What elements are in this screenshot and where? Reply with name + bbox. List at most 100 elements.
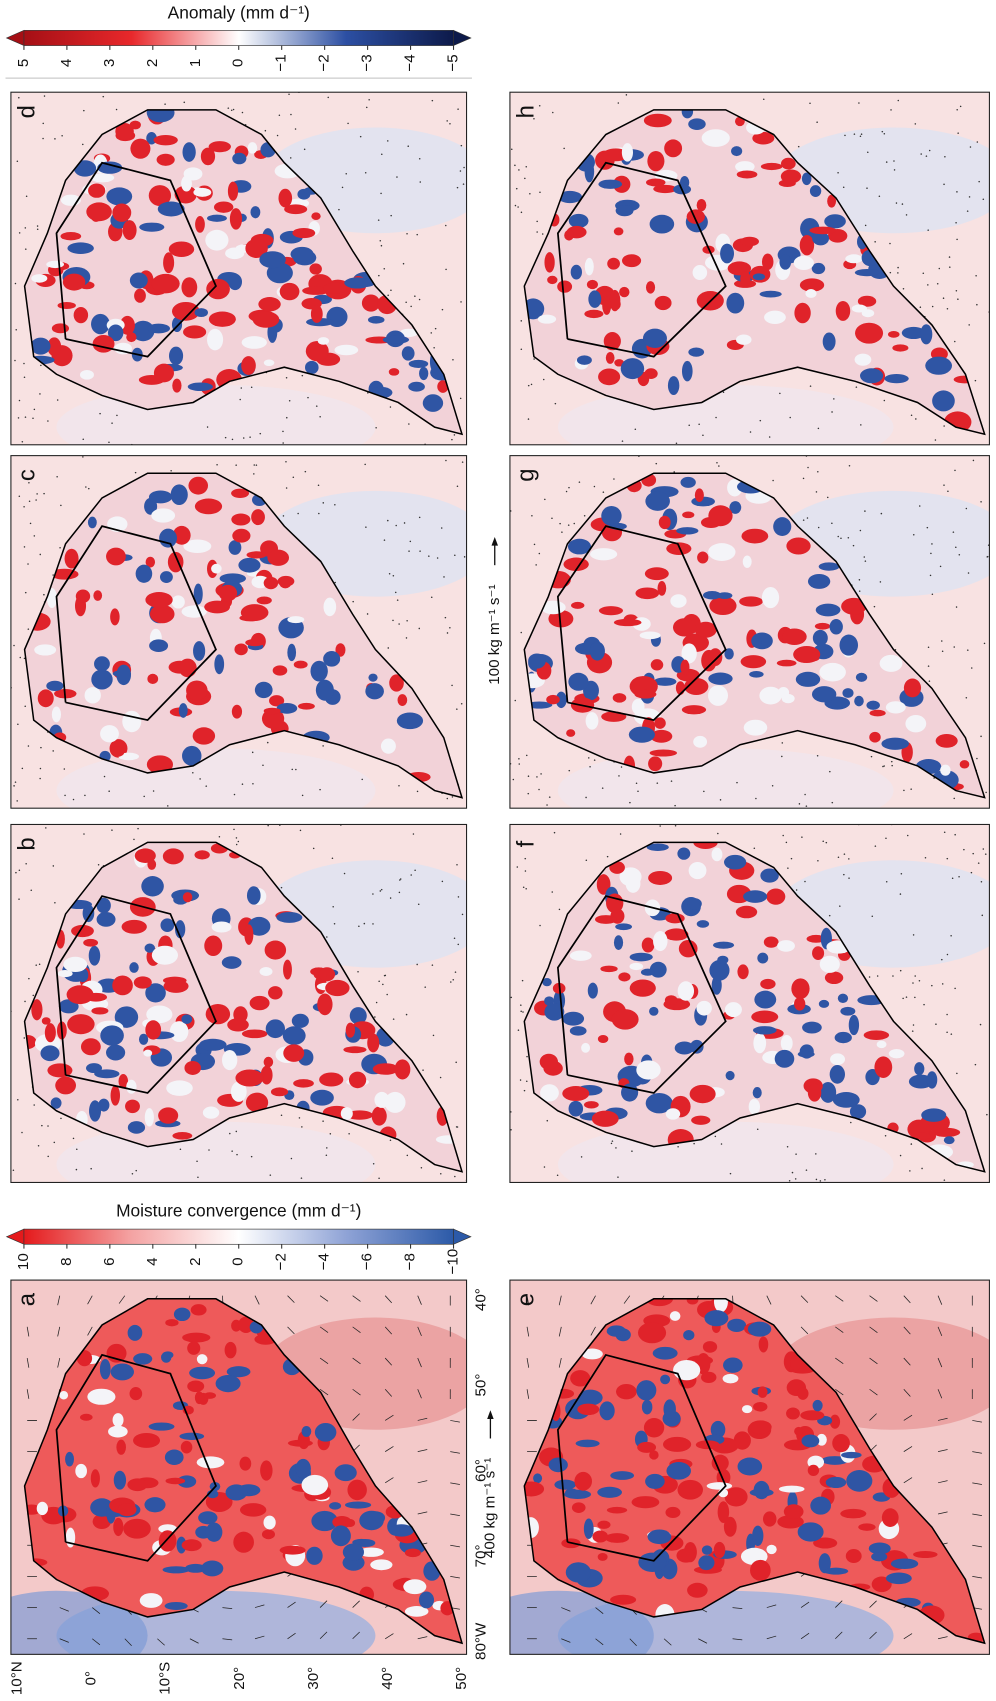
stipple (953, 798, 955, 800)
land-anomaly (46, 681, 63, 691)
stipple (928, 665, 930, 667)
stipple (617, 1176, 619, 1178)
stipple (281, 1115, 283, 1117)
land-anomaly (97, 912, 116, 927)
stipple (270, 1174, 272, 1176)
land-anomaly (697, 199, 707, 211)
stipple (730, 1173, 732, 1175)
land-anomaly (257, 597, 272, 605)
stipple (457, 944, 459, 946)
land-anomaly (820, 956, 840, 973)
stipple (795, 1153, 797, 1155)
stipple (433, 347, 435, 349)
land-anomaly (680, 477, 695, 488)
stipple (915, 123, 917, 125)
stipple (956, 1073, 958, 1075)
stipple (791, 858, 793, 860)
land-anomaly (757, 953, 768, 964)
stipple (318, 485, 320, 487)
land-anomaly (183, 325, 206, 338)
stipple (594, 759, 596, 761)
land-anomaly (247, 551, 267, 558)
land-anomaly (165, 1319, 178, 1326)
stipple (833, 398, 835, 400)
stipple (286, 487, 288, 489)
stipple (432, 964, 434, 966)
land-anomaly (742, 1405, 752, 1413)
stipple (520, 1079, 522, 1081)
land-anomaly (207, 329, 223, 351)
land-anomaly (288, 1440, 313, 1447)
stipple (43, 594, 45, 596)
land-anomaly (566, 1562, 591, 1582)
land-anomaly (46, 261, 64, 268)
land-anomaly (749, 1099, 760, 1115)
stipple (524, 1090, 526, 1092)
land-anomaly (293, 1079, 314, 1087)
stipple (399, 879, 401, 881)
land-anomaly (638, 1553, 666, 1572)
stipple (675, 825, 677, 827)
stipple (17, 1099, 19, 1101)
land-anomaly (777, 940, 795, 952)
stipple (454, 1176, 456, 1178)
land-anomaly (629, 727, 655, 743)
stipple (64, 768, 66, 770)
land-anomaly (240, 1457, 252, 1471)
land-anomaly (302, 1426, 312, 1437)
stipple (382, 984, 384, 986)
land-anomaly (253, 311, 280, 327)
stipple (56, 476, 58, 478)
land-anomaly (632, 1496, 660, 1508)
stipple (523, 887, 525, 889)
stipple (723, 391, 725, 393)
land-anomaly (402, 346, 415, 360)
stipple (957, 298, 959, 300)
stipple (522, 1011, 524, 1013)
stipple (390, 215, 392, 217)
stipple (546, 804, 548, 806)
land-anomaly (216, 1375, 241, 1392)
stipple (332, 858, 334, 860)
colorbar-title: Moisture convergence (mm d⁻¹) (116, 1200, 361, 1220)
land-anomaly (576, 1440, 600, 1448)
land-anomaly (688, 348, 704, 357)
land-anomaly (841, 1452, 861, 1459)
land-anomaly (263, 1516, 275, 1530)
stipple (866, 187, 868, 189)
stipple (942, 983, 944, 985)
stipple (431, 332, 433, 334)
stipple (42, 123, 44, 125)
map-panel (510, 824, 996, 1208)
stipple (920, 306, 922, 308)
land-anomaly (630, 953, 653, 962)
land-anomaly (786, 1408, 800, 1420)
land-anomaly (687, 1583, 708, 1598)
land-anomaly (91, 1469, 100, 1487)
land-anomaly (638, 1322, 666, 1343)
stipple (334, 923, 336, 925)
land-anomaly (749, 1420, 771, 1433)
stipple (860, 136, 862, 138)
stipple (843, 874, 845, 876)
stipple (456, 1126, 458, 1128)
land-anomaly (766, 1545, 776, 1554)
land-anomaly (163, 848, 184, 864)
stipple (935, 439, 937, 441)
land-anomaly (725, 1487, 748, 1506)
stipple (282, 431, 284, 433)
stipple (357, 971, 359, 973)
land-anomaly (794, 303, 810, 324)
stipple (457, 485, 459, 487)
colorbar (24, 1229, 454, 1244)
stipple (906, 996, 908, 998)
stipple (611, 1143, 613, 1145)
land-anomaly (845, 254, 862, 263)
stipple (431, 596, 433, 598)
land-anomaly (689, 862, 707, 879)
land-anomaly (597, 1521, 610, 1529)
stipple (319, 416, 321, 418)
land-anomaly (653, 931, 667, 951)
land-anomaly (172, 379, 181, 393)
